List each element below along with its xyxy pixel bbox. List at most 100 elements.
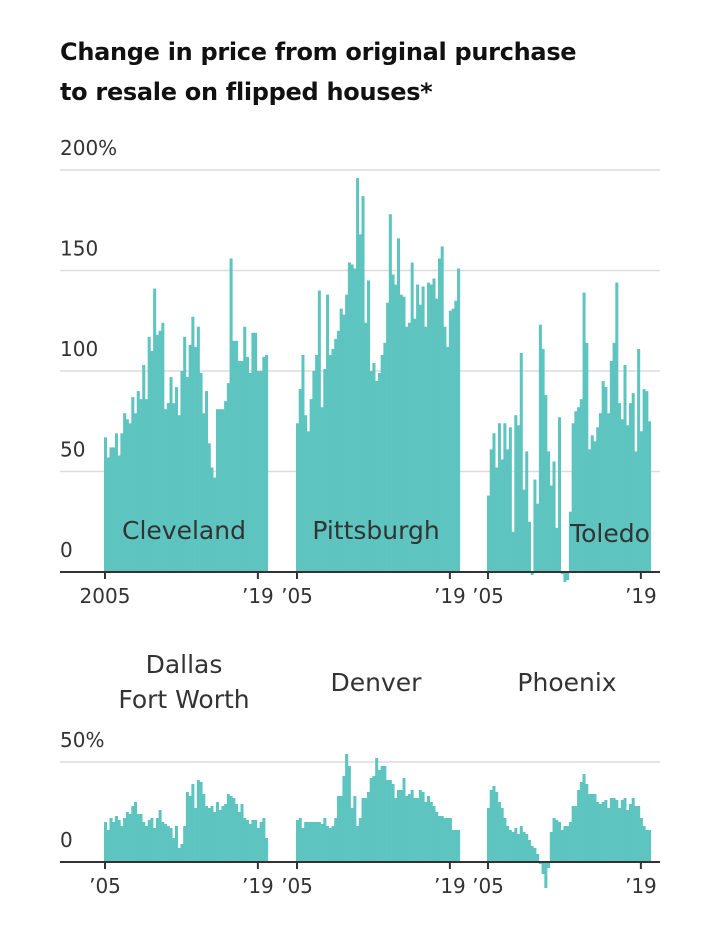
bar [131, 806, 135, 862]
bar [221, 806, 225, 862]
bar [120, 433, 124, 572]
bar [312, 822, 316, 862]
bar [437, 816, 441, 862]
bar [205, 391, 209, 572]
y-tick-label: 100 [60, 337, 98, 361]
bar [358, 234, 362, 572]
bar [544, 862, 548, 888]
bar [582, 774, 586, 862]
bar [366, 792, 371, 862]
bar [383, 766, 387, 862]
panel-label: Dallas [146, 650, 223, 679]
bar [326, 826, 330, 862]
bar [519, 826, 523, 862]
bar [424, 326, 428, 572]
bar [457, 830, 461, 862]
bar [506, 826, 510, 862]
bar [353, 796, 357, 862]
bar [298, 389, 302, 572]
bar [527, 521, 531, 572]
bar [188, 344, 192, 572]
bar [245, 356, 249, 572]
bar [457, 268, 461, 572]
bar [413, 798, 417, 862]
bar [164, 409, 168, 572]
bar [205, 806, 209, 862]
bar [451, 308, 455, 572]
bar [568, 822, 572, 862]
bar [536, 854, 540, 862]
bar [213, 812, 217, 862]
bar [166, 826, 170, 862]
bar [328, 354, 332, 572]
bar [432, 806, 436, 862]
bar [224, 401, 228, 572]
bar [604, 800, 608, 862]
bar [547, 862, 551, 868]
bar [304, 415, 308, 572]
bar [418, 790, 422, 862]
bar [218, 810, 222, 862]
bar [254, 820, 258, 862]
bar [183, 336, 187, 572]
bar [369, 778, 373, 862]
bar [552, 818, 556, 862]
bar [315, 354, 319, 572]
bar [296, 423, 300, 572]
bar [210, 467, 214, 572]
bar [618, 808, 622, 862]
bar [604, 387, 608, 572]
bar [648, 830, 652, 862]
bar [265, 838, 269, 862]
bar [519, 352, 523, 572]
bar [123, 413, 127, 572]
bar [309, 822, 313, 862]
bar [240, 804, 244, 862]
bar [172, 838, 176, 862]
bar [265, 354, 269, 572]
bar [574, 411, 578, 572]
bar [593, 441, 597, 572]
bar [161, 322, 165, 572]
bar [522, 489, 526, 572]
bar [626, 810, 630, 862]
bar [301, 828, 305, 862]
bar [397, 790, 401, 862]
bar [117, 820, 121, 862]
bar [123, 818, 127, 862]
bar [150, 350, 154, 572]
panel-label: Phoenix [517, 668, 616, 697]
bar [364, 798, 368, 862]
x-tick-label: ’19 [625, 874, 657, 898]
bar [590, 435, 594, 572]
bar [361, 798, 365, 862]
bar [136, 814, 140, 862]
bar [588, 794, 592, 862]
bar [596, 802, 600, 862]
bar [563, 826, 567, 862]
bar [104, 437, 108, 572]
bar [161, 822, 165, 862]
bar [326, 294, 330, 572]
bar [620, 419, 624, 572]
bar [180, 371, 184, 572]
bar [361, 196, 365, 572]
bar [334, 338, 338, 572]
x-tick-label: ’19 [434, 584, 466, 608]
bar [191, 784, 195, 862]
bar [153, 288, 157, 572]
bar [177, 848, 181, 862]
bar [500, 808, 504, 862]
bar [399, 294, 403, 572]
bar [388, 214, 392, 572]
bar [601, 802, 605, 862]
x-tick-label: ’05 [281, 584, 313, 608]
bar [128, 814, 132, 862]
x-tick-label: ’19 [242, 584, 274, 608]
bar [155, 334, 159, 572]
bar [407, 322, 411, 572]
bar [224, 804, 228, 862]
bar [544, 395, 548, 572]
bar [117, 455, 121, 572]
bar [590, 794, 594, 862]
